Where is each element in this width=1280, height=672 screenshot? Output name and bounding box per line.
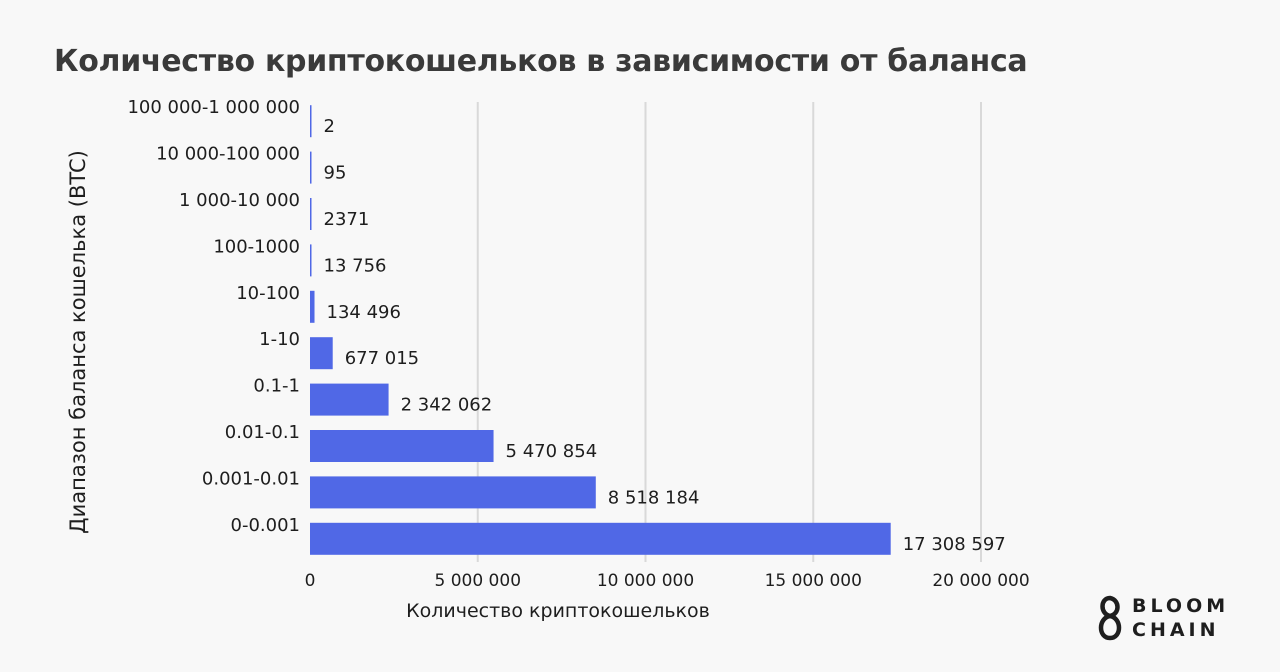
logo-line-2: CHAIN [1132,619,1220,641]
value-label: 2371 [324,209,370,230]
value-label: 13 756 [324,255,387,276]
bar [310,430,494,462]
value-label: 2 [324,116,335,137]
value-label: 8 518 184 [608,487,700,508]
category-label: 0.01-0.1 [225,422,300,443]
bar [310,290,315,323]
value-label: 17 308 597 [903,534,1006,555]
category-label: 100-1000 [213,236,300,257]
x-axis-title: Количество криптокошельков [406,600,710,622]
x-tick-label: 15 000 000 [765,571,862,591]
category-label: 10-100 [236,283,300,304]
value-label: 95 [324,163,347,184]
category-label: 100 000-1 000 000 [127,97,300,118]
bloom-chain-logo-icon [1098,595,1122,641]
category-label: 1-10 [259,329,300,350]
bar [310,151,312,184]
x-tick-label: 10 000 000 [597,571,694,591]
x-tick-label: 20 000 000 [932,571,1029,591]
value-label: 677 015 [345,348,419,369]
value-label: 2 342 062 [401,395,493,416]
bar [310,105,312,138]
x-tick-label: 0 [305,571,316,591]
bloom-chain-logo: BLOOM CHAIN [1094,592,1244,644]
value-label: 134 496 [327,302,401,323]
x-tick-labels: 0 5 000 000 10 000 000 15 000 000 20 000 000 [305,571,1030,591]
bar [310,244,312,277]
logo-line-1: BLOOM [1132,595,1230,617]
category-labels: 0-0.001 0.001-0.01 0.01-0.1 0.1-1 1-10 10-100… [127,97,300,536]
category-label: 1 000-10 000 [179,190,300,211]
y-axis-title: Диапазон баланса кошелька (BTC) [66,150,90,534]
category-label: 0.001-0.01 [202,468,300,489]
x-tick-label: 5 000 000 [434,571,521,591]
bar [310,337,333,370]
bar [310,198,312,230]
value-label: 5 470 854 [506,441,598,462]
bar [310,476,596,509]
bar [310,522,891,555]
category-label: 10 000-100 000 [156,144,300,165]
category-label: 0-0.001 [231,515,300,536]
value-labels: 17 308 597 8 518 184 5 470 854 2 342 062 677… [324,116,1006,555]
bar [310,383,389,416]
bars [310,105,891,555]
category-label: 0.1-1 [253,376,300,397]
chart-title: Количество криптокошельков в зависимости… [54,44,1028,79]
